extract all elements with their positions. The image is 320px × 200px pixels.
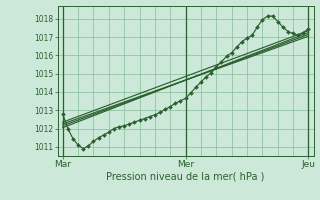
X-axis label: Pression niveau de la mer( hPa ): Pression niveau de la mer( hPa )	[107, 172, 265, 182]
